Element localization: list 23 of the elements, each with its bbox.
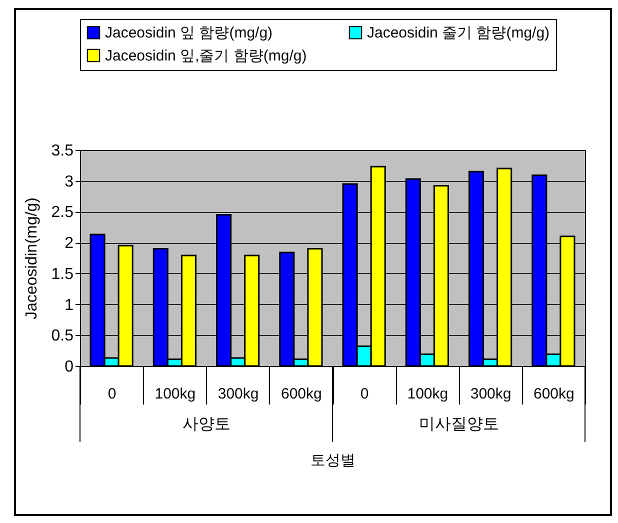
y-axis-title: Jaceosidin(mg/g): [23, 198, 40, 320]
x-tick-label: 0: [108, 386, 116, 402]
text: 사양토: [182, 416, 230, 433]
x-tick-label: 600kg: [281, 386, 322, 402]
legend-label: Jaceosidin 잎 함량(mg/g): [105, 24, 273, 42]
x-tick-label: 300kg: [218, 386, 259, 402]
y-tick-label: 1: [64, 296, 74, 314]
y-tick-label: 3.5: [51, 142, 74, 160]
x-tick-label: 100kg: [154, 386, 196, 402]
y-tick-label: 3: [64, 173, 74, 190]
y-tick-label: 0: [64, 358, 74, 376]
x-tick-label: 600kg: [534, 386, 574, 402]
x-tick-label: 0: [360, 386, 369, 402]
x-axis-title: 토성별: [310, 452, 356, 469]
y-tick-label: 2.5: [51, 204, 74, 222]
legend-label: Jaceosidin 잎,줄기 함량(mg/g): [105, 48, 307, 64]
y-tick-label: 0.5: [51, 328, 74, 345]
y-tick-label: 2: [64, 235, 74, 252]
y-tick-label: 1.5: [51, 266, 74, 283]
x-tick-label: 300kg: [470, 386, 512, 402]
x-tick-label: 100kg: [407, 386, 448, 402]
text: 미사질양토: [418, 416, 499, 433]
legend-label: Jaceosidin 줄기 함량(mg/g): [367, 24, 550, 42]
